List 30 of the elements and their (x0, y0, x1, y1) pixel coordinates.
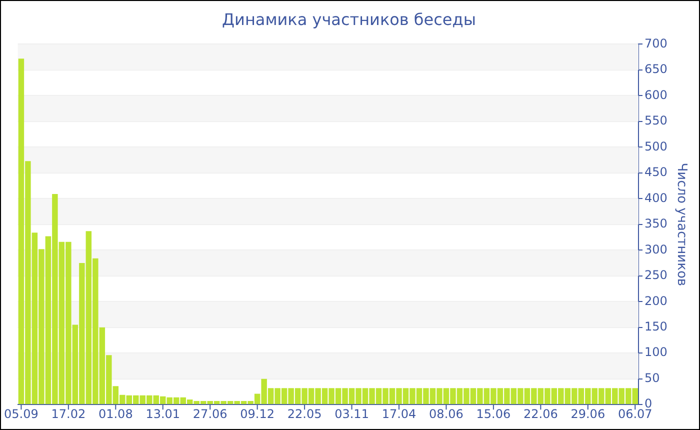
x-tick-label: 27.06 (192, 406, 228, 421)
x-tick-label: 22.06 (523, 406, 558, 421)
chart-title: Динамика участников беседы (222, 10, 476, 29)
x-tick-label: 06.07 (618, 406, 652, 421)
y-tick-label: 650 (644, 62, 668, 76)
x-tick-label: 29.06 (570, 406, 606, 421)
y-tick-label: 300 (644, 242, 668, 256)
x-tick-label: 22.05 (287, 406, 322, 421)
y-tick-label: 550 (644, 114, 668, 128)
x-tick-label: 13.01 (146, 406, 180, 421)
y-tick-label: 450 (644, 165, 668, 180)
y-tick-label: 700 (644, 36, 668, 50)
x-tick-label: 03.11 (334, 406, 369, 421)
y-tick-label: 250 (644, 268, 668, 282)
y-tick-label: 400 (644, 190, 668, 205)
y-tick-label: 600 (644, 88, 668, 102)
y-tick-label: 200 (644, 294, 668, 308)
y-tick-label: 350 (644, 216, 668, 231)
y-tick-label: 100 (644, 345, 668, 360)
y-axis-title: Число участников (674, 162, 689, 286)
x-tick-label: 17.04 (382, 406, 416, 421)
x-tick-label: 15.06 (476, 406, 511, 421)
x-tick-label: 01.08 (98, 406, 133, 421)
x-tick-label: 05.09 (4, 406, 38, 421)
x-tick-label: 09.12 (240, 406, 275, 421)
y-tick-label: 500 (644, 139, 668, 154)
x-tick-label: 08.06 (429, 406, 464, 421)
x-tick-label: 17.02 (51, 406, 86, 421)
y-tick-label: 150 (644, 319, 668, 334)
y-tick-label: 50 (644, 370, 660, 385)
